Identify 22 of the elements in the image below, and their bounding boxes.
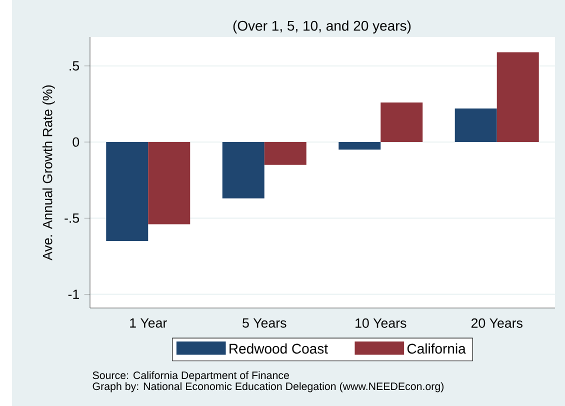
- text: Graph by: National Economic Education Delegation (www.NEEDEcon.org): [92, 382, 444, 392]
- chart-subtitle: (Over 1, 5, 10, and 20 years): [233, 20, 411, 34]
- bar: [222, 142, 264, 198]
- legend-label: Redwood Coast: [230, 343, 328, 354]
- y-tick-label: 0: [72, 137, 80, 147]
- bar: [454, 108, 497, 142]
- bar: [338, 142, 381, 150]
- x-tick-label: 5 Years: [242, 318, 286, 328]
- bar: [106, 142, 148, 241]
- bar: [496, 52, 539, 142]
- bar: [264, 142, 306, 165]
- source-note: Source: California Department of Finance: [92, 371, 289, 382]
- x-tick-label: 1 Year: [130, 318, 167, 328]
- x-tick-label: 10 Years: [356, 318, 406, 328]
- y-tick-label: -1: [68, 290, 79, 299]
- legend-label: California: [407, 343, 466, 354]
- y-tick-label: -.5: [64, 214, 80, 223]
- bar: [380, 102, 423, 142]
- y-tick-label: .5: [70, 61, 80, 71]
- y-axis-title: Ave. Annual Growth Rate (%): [42, 85, 55, 260]
- x-tick-label: 20 Years: [471, 318, 522, 328]
- bar: [148, 142, 190, 224]
